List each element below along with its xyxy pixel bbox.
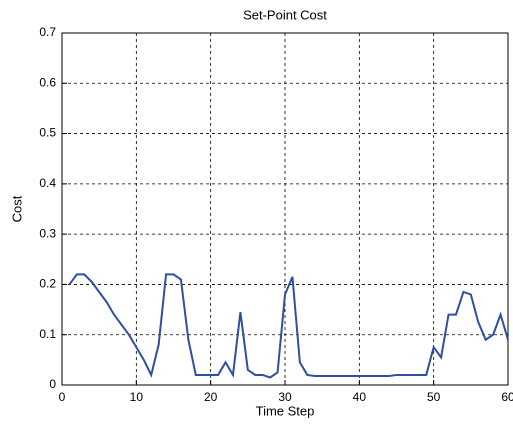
y-tick-label: 0.5 <box>39 126 56 140</box>
y-tick-label: 0.7 <box>39 25 56 39</box>
x-tick-label: 30 <box>278 390 292 404</box>
x-tick-label: 60 <box>501 390 513 404</box>
y-tick-label: 0.4 <box>39 176 56 190</box>
y-tick-label: 0.2 <box>39 277 56 291</box>
chart-title: Set-Point Cost <box>243 7 327 22</box>
x-tick-label: 20 <box>204 390 218 404</box>
plot-frame <box>61 32 509 386</box>
x-axis-label: Time Step <box>256 403 315 418</box>
x-tick-label: 40 <box>353 390 367 404</box>
x-tick-label: 0 <box>59 390 66 404</box>
y-tick-label: 0.6 <box>39 75 56 89</box>
x-tick-label: 10 <box>130 390 144 404</box>
y-tick-label: 0.3 <box>39 226 56 240</box>
y-tick-label: 0.1 <box>39 327 56 341</box>
y-axis-label: Cost <box>9 195 24 222</box>
y-tick-label: 0 <box>49 377 56 391</box>
data-line <box>68 273 509 379</box>
x-tick-label: 50 <box>427 390 441 404</box>
